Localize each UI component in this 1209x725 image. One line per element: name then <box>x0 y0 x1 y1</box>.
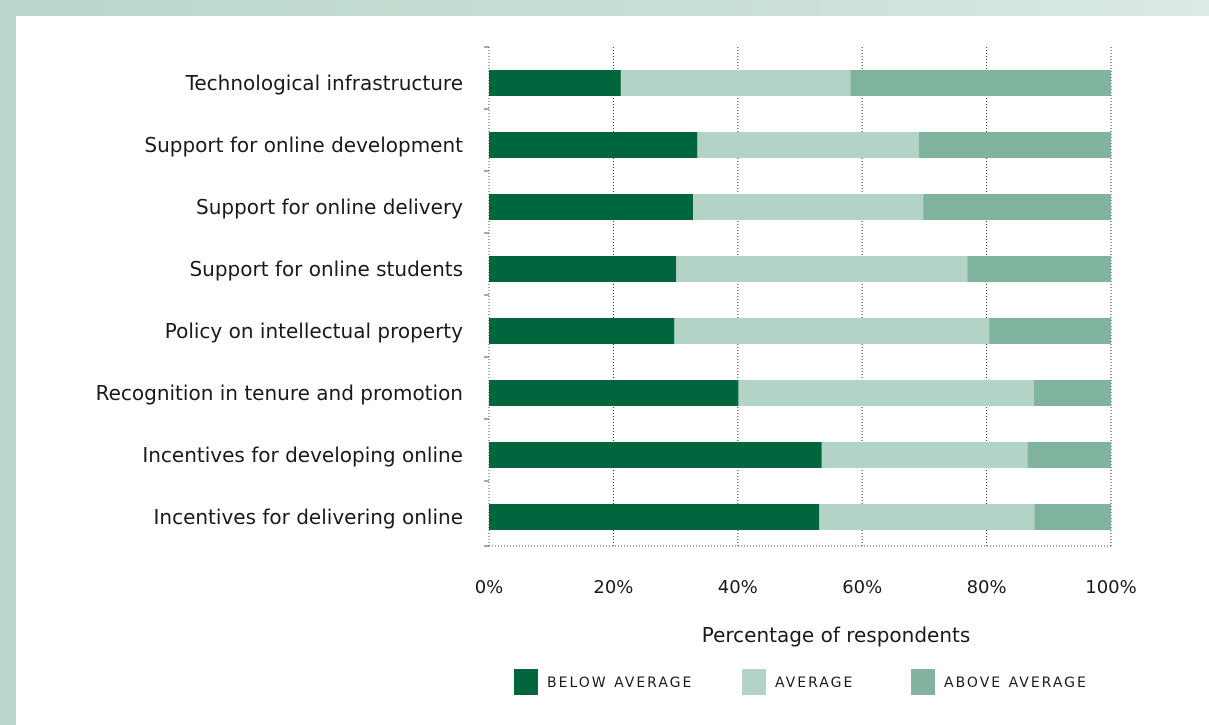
bar-segment-above-average <box>1027 442 1111 468</box>
bar-segment-below-average <box>489 132 698 158</box>
legend-swatch-average <box>742 669 766 695</box>
gridlines <box>484 46 1112 547</box>
category-label: Support for online delivery <box>196 195 463 219</box>
bars <box>489 70 1111 530</box>
bar-segment-average <box>821 442 1028 468</box>
legend-label: AVERAGE <box>775 675 854 691</box>
x-tick-label: 60% <box>842 577 882 598</box>
legend-swatch-below-average <box>514 669 538 695</box>
legend: BELOW AVERAGE AVERAGE ABOVE AVERAGE <box>514 669 1088 695</box>
category-label: Policy on intellectual property <box>165 319 463 343</box>
bar-segment-average <box>693 194 924 220</box>
legend-label: ABOVE AVERAGE <box>944 675 1088 691</box>
category-label: Support for online development <box>144 133 463 157</box>
category-label: Technological infrastructure <box>185 71 463 95</box>
category-label: Recognition in tenure and promotion <box>96 381 463 405</box>
legend-label: BELOW AVERAGE <box>547 675 693 691</box>
bar-segment-below-average <box>489 318 675 344</box>
legend-swatch-above-average <box>911 669 935 695</box>
x-tick-label: 0% <box>475 577 504 598</box>
x-tick-label: 20% <box>593 577 633 598</box>
bar-segment-above-average <box>923 194 1111 220</box>
bar-segment-below-average <box>489 256 677 282</box>
bar-segment-above-average <box>1033 380 1111 406</box>
bar-segment-average <box>620 70 851 96</box>
bar-segment-above-average <box>967 256 1111 282</box>
bar-segment-above-average <box>918 132 1111 158</box>
x-tick-label: 80% <box>967 577 1007 598</box>
bar-segment-below-average <box>489 442 822 468</box>
category-label: Incentives for delivering online <box>154 505 464 529</box>
x-tick-labels: 0% 20% 40% 60% 80% 100% <box>475 577 1137 598</box>
frame-left-border <box>0 0 16 725</box>
bar-segment-below-average <box>489 380 739 406</box>
bar-segment-below-average <box>489 194 694 220</box>
category-label: Incentives for developing online <box>142 443 463 467</box>
bar-segment-above-average <box>850 70 1111 96</box>
category-labels: Technological infrastructure Support for … <box>96 71 464 529</box>
bar-segment-below-average <box>489 504 820 530</box>
bar-segment-average <box>738 380 1034 406</box>
x-tick-label: 40% <box>718 577 758 598</box>
bar-segment-average <box>697 132 919 158</box>
bar-segment-below-average <box>489 70 621 96</box>
x-tick-label: 100% <box>1085 577 1136 598</box>
frame-top-border <box>0 0 1209 16</box>
bar-segment-above-average <box>1034 504 1111 530</box>
category-label: Support for online students <box>189 257 463 281</box>
bar-segment-average <box>674 318 990 344</box>
bar-segment-above-average <box>989 318 1111 344</box>
bar-segment-average <box>819 504 1035 530</box>
x-axis-title: Percentage of respondents <box>702 623 971 647</box>
bar-segment-average <box>676 256 968 282</box>
